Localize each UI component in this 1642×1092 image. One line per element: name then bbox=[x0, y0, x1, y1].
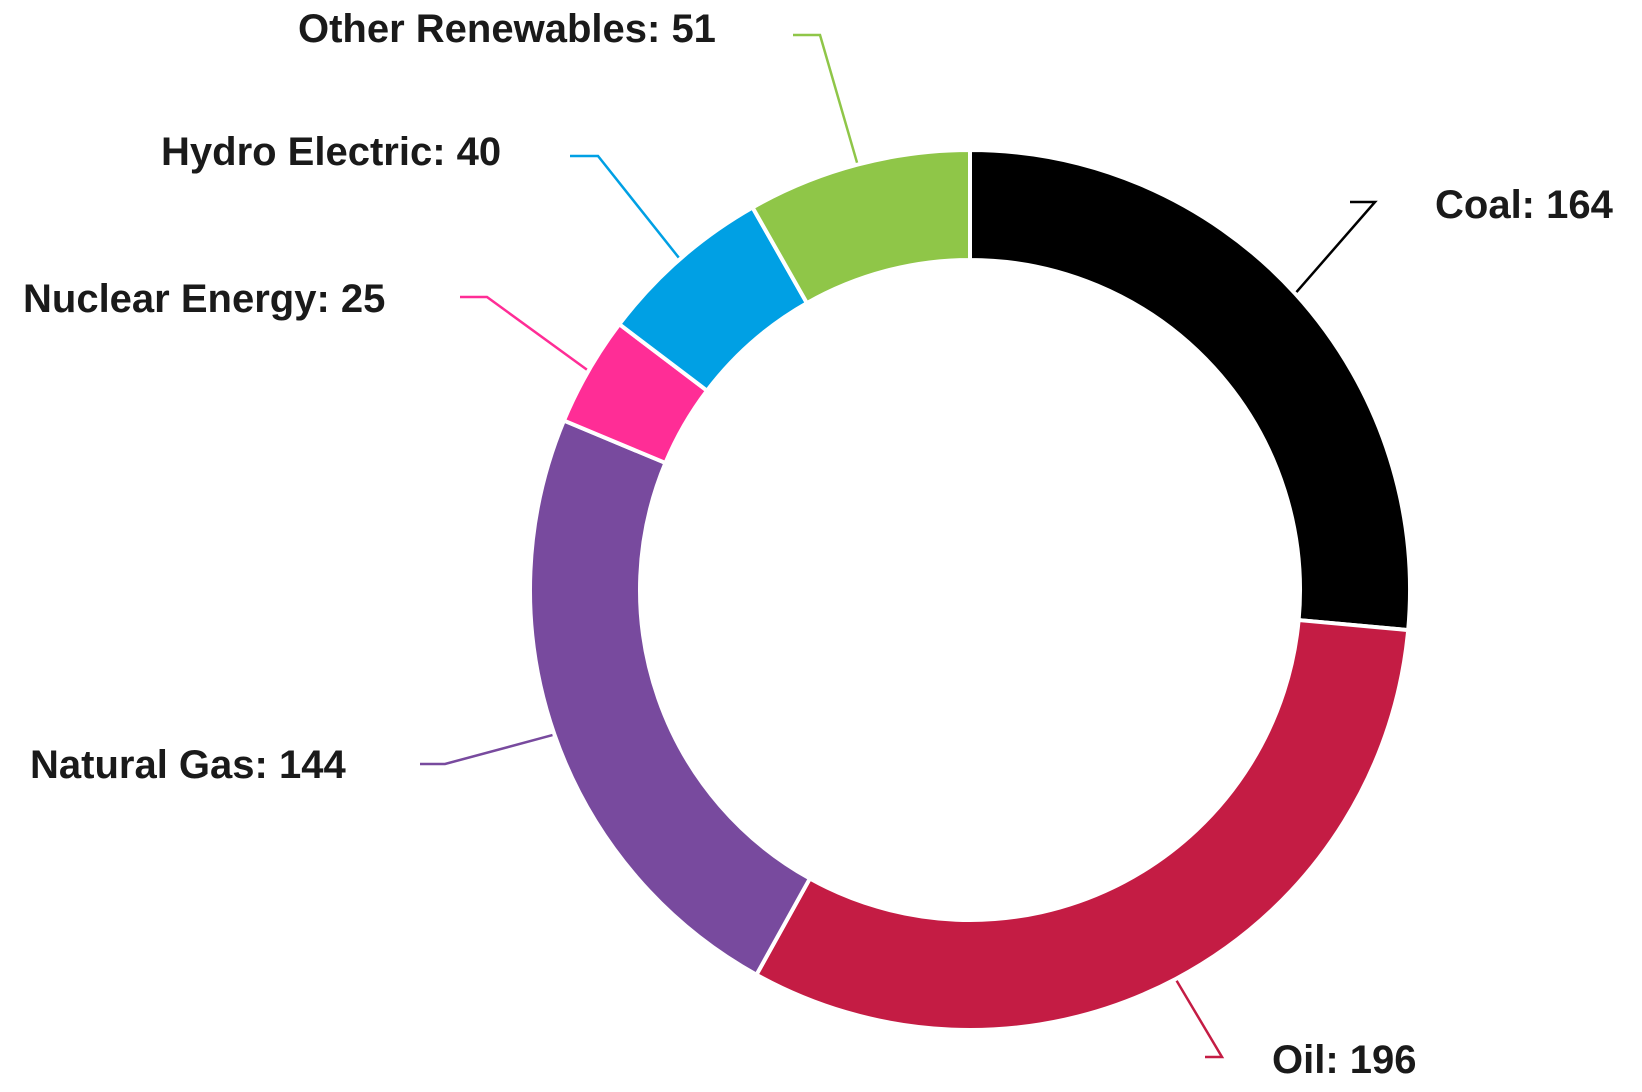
label-other-renewables: Other Renewables: 51 bbox=[298, 7, 716, 51]
slice-labels: Coal: 164 Oil: 196 Natural Gas: 144 Nucl… bbox=[23, 7, 1614, 1082]
leader-line-hydro-electric bbox=[570, 154, 680, 259]
leader-line-other-renewables bbox=[793, 33, 859, 164]
leader-line-natural-gas bbox=[420, 733, 553, 766]
slice-other-renewables bbox=[750, 148, 972, 306]
slice-natural-gas bbox=[528, 418, 812, 977]
label-hydro-electric: Hydro Electric: 40 bbox=[161, 130, 501, 174]
leader-line-oil bbox=[1175, 980, 1225, 1059]
slice-oil bbox=[754, 618, 1411, 1032]
label-nuclear-energy: Nuclear Energy: 25 bbox=[23, 277, 385, 321]
leader-line-nuclear-energy bbox=[460, 295, 588, 371]
label-coal: Coal: 164 bbox=[1435, 183, 1614, 227]
label-natural-gas: Natural Gas: 144 bbox=[30, 743, 346, 787]
slice-coal bbox=[968, 148, 1412, 633]
leader-line-coal bbox=[1295, 200, 1378, 293]
label-oil: Oil: 196 bbox=[1272, 1038, 1417, 1082]
leader-lines bbox=[420, 33, 1378, 1059]
donut-slices bbox=[528, 148, 1412, 1032]
